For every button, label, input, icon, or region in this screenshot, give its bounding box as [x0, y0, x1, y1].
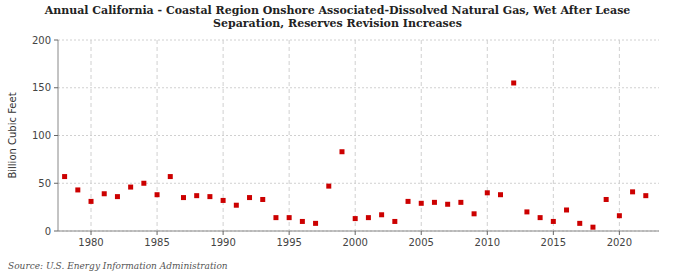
x-tick-label: 2015 — [541, 237, 566, 248]
y-axis-label: Billion Cubic Feet — [7, 92, 18, 178]
x-tick — [223, 231, 224, 235]
x-tick — [421, 231, 422, 235]
x-tick-label: 2005 — [409, 237, 434, 248]
point — [538, 215, 543, 220]
x-tick — [91, 231, 92, 235]
point — [194, 193, 199, 198]
point — [564, 207, 569, 212]
grid — [58, 40, 659, 231]
point — [313, 221, 318, 226]
point — [551, 219, 556, 224]
point — [630, 189, 635, 194]
point — [617, 213, 622, 218]
x-axis-line — [58, 231, 659, 232]
y-grid-line — [58, 135, 659, 136]
x-grid-line — [553, 40, 554, 231]
x-grid-line — [289, 40, 290, 231]
x-grid-line — [619, 40, 620, 231]
y-tick-label: 200 — [32, 35, 51, 46]
point — [260, 197, 265, 202]
point — [604, 197, 609, 202]
point — [643, 193, 648, 198]
y-grid-line — [58, 231, 659, 232]
point — [168, 174, 173, 179]
x-tick-label: 1985 — [144, 237, 169, 248]
point — [181, 195, 186, 200]
x-tick — [355, 231, 356, 235]
point — [128, 185, 133, 190]
y-tick-label: 100 — [32, 130, 51, 141]
point — [511, 80, 516, 85]
y-tick — [54, 87, 58, 88]
point — [141, 181, 146, 186]
y-tick — [54, 135, 58, 136]
x-tick-label: 2020 — [607, 237, 632, 248]
point — [89, 199, 94, 204]
point — [300, 219, 305, 224]
point — [472, 211, 477, 216]
x-grid-line — [487, 40, 488, 231]
x-tick-label: 1995 — [276, 237, 301, 248]
x-tick — [289, 231, 290, 235]
y-grid-line — [58, 87, 659, 88]
point — [419, 201, 424, 206]
point — [366, 215, 371, 220]
point — [247, 195, 252, 200]
source-note: Source: U.S. Energy Information Administ… — [8, 261, 228, 271]
y-tick — [54, 183, 58, 184]
point — [458, 200, 463, 205]
y-grid-line — [58, 40, 659, 41]
point — [287, 215, 292, 220]
point — [115, 194, 120, 199]
y-tick-label: 0 — [45, 226, 51, 237]
y-tick-label: 50 — [38, 178, 51, 189]
y-grid-line — [58, 183, 659, 184]
x-tick-label: 1980 — [78, 237, 103, 248]
x-tick — [553, 231, 554, 235]
point — [379, 212, 384, 217]
x-tick — [487, 231, 488, 235]
x-tick — [619, 231, 620, 235]
point — [406, 199, 411, 204]
point — [326, 184, 331, 189]
x-tick-label: 2000 — [342, 237, 367, 248]
x-grid-line — [157, 40, 158, 231]
x-grid-line — [355, 40, 356, 231]
point — [273, 215, 278, 220]
x-tick — [157, 231, 158, 235]
y-tick — [54, 40, 58, 41]
point — [207, 194, 212, 199]
point — [432, 200, 437, 205]
point — [102, 191, 107, 196]
point — [445, 202, 450, 207]
y-tick — [54, 231, 58, 232]
point — [392, 219, 397, 224]
point — [75, 187, 80, 192]
point — [353, 216, 358, 221]
y-tick-label: 150 — [32, 82, 51, 93]
point — [221, 198, 226, 203]
point — [577, 221, 582, 226]
point — [590, 225, 595, 230]
points — [62, 80, 648, 229]
point — [62, 174, 67, 179]
point — [524, 209, 529, 214]
x-tick-label: 1990 — [210, 237, 235, 248]
point — [498, 192, 503, 197]
point — [155, 192, 160, 197]
point — [234, 203, 239, 208]
point — [339, 149, 344, 154]
x-tick-label: 2010 — [475, 237, 500, 248]
chart: Annual California - Coastal Region Onsho… — [0, 0, 675, 275]
point — [485, 190, 490, 195]
title: Annual California - Coastal Region Onsho… — [44, 4, 631, 30]
